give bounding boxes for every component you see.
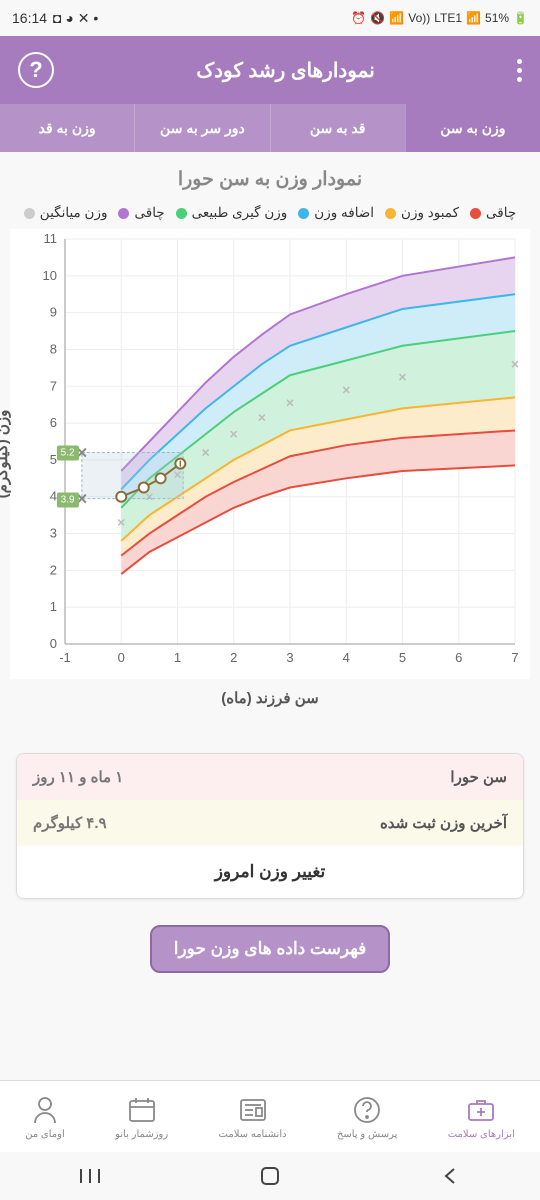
recents-button[interactable]	[60, 1165, 120, 1187]
y-axis-label: وزن (کیلوگرم)	[0, 410, 11, 499]
help-icon[interactable]: ?	[18, 52, 54, 88]
chart-title: نمودار وزن به سن حورا	[10, 168, 530, 191]
battery-icon: 🔋	[513, 11, 528, 25]
nav-label: دانشنامه سلامت	[219, 1129, 287, 1140]
x-axis-label: سن فرزند (ماه)	[10, 689, 530, 707]
svg-text:2: 2	[50, 562, 57, 577]
change-weight-action[interactable]: تغییر وزن امروز	[17, 846, 523, 898]
status-time: 16:14	[12, 10, 47, 26]
chart-container: وزن (کیلوگرم) -10123456701234567891011 5…	[10, 229, 530, 679]
svg-text:3: 3	[286, 650, 293, 665]
marker-label: 3.9	[57, 493, 79, 508]
svg-text:1: 1	[50, 599, 57, 614]
svg-text:0: 0	[118, 650, 125, 665]
weight-row: آخرین وزن ثبت شده ۴.۹ کیلوگرم	[17, 800, 523, 846]
legend-item-1: کمبود وزن	[385, 205, 459, 221]
legend-item-3: وزن گیری طبیعی	[176, 205, 288, 221]
svg-text:7: 7	[50, 378, 57, 393]
svg-text:8: 8	[50, 341, 57, 356]
tab-0[interactable]: وزن به سن	[405, 104, 540, 152]
tabs: وزن به سنقد به سندور سر به سنوزن به قد	[0, 104, 540, 152]
svg-text:10: 10	[43, 268, 57, 283]
profile-icon	[29, 1094, 61, 1126]
marker-label: 5.2	[57, 445, 79, 460]
bottom-nav: ابزارهای سلامت پرسش و پاسخ دانشنامه سلامت ر…	[0, 1080, 540, 1152]
svg-text:7: 7	[511, 650, 518, 665]
news-icon	[237, 1094, 269, 1126]
app-bar: نمودارهای رشد کودک ?	[0, 36, 540, 104]
status-bar: 16:14 ◘ ◕ ✕ • ⏰ 🔇 📶 Vo)) LTE1 📶 51% 🔋	[0, 0, 540, 36]
svg-text:6: 6	[50, 415, 57, 430]
data-list-button[interactable]: فهرست داده های وزن حورا	[150, 925, 391, 973]
nav-profile[interactable]: اومای من	[25, 1094, 65, 1140]
svg-text:-1: -1	[59, 650, 71, 665]
question-icon	[351, 1094, 383, 1126]
legend-item-4: چاقی	[118, 205, 164, 221]
svg-text:3: 3	[50, 526, 57, 541]
svg-text:11: 11	[44, 231, 58, 246]
nav-label: اومای من	[25, 1129, 65, 1140]
weight-label: آخرین وزن ثبت شده	[380, 814, 507, 832]
mute-icon: 🔇	[370, 11, 385, 25]
back-button[interactable]	[420, 1165, 480, 1187]
calendar-icon	[126, 1094, 158, 1126]
signal-icon: 📶	[466, 11, 481, 25]
nav-label: روزشمار بانو	[115, 1129, 168, 1140]
nav-calendar[interactable]: روزشمار بانو	[115, 1094, 168, 1140]
system-nav	[0, 1152, 540, 1200]
legend-item-2: اضافه وزن	[298, 205, 374, 221]
tab-3[interactable]: وزن به قد	[0, 104, 134, 152]
svg-text:2: 2	[230, 650, 237, 665]
app-title: نمودارهای رشد کودک	[54, 58, 517, 83]
age-label: سن حورا	[450, 768, 507, 786]
age-value: ۱ ماه و ۱۱ روز	[33, 768, 123, 786]
tab-1[interactable]: قد به سن	[270, 104, 405, 152]
tab-2[interactable]: دور سر به سن	[134, 104, 269, 152]
alarm-icon: ⏰	[351, 11, 366, 25]
nav-label: پرسش و پاسخ	[337, 1129, 397, 1140]
lte: LTE1	[434, 11, 462, 25]
nav-news[interactable]: دانشنامه سلامت	[219, 1094, 287, 1140]
info-card: سن حورا ۱ ماه و ۱۱ روز آخرین وزن ثبت شده…	[16, 753, 524, 899]
legend-item-5: وزن میانگین	[24, 205, 108, 221]
volte: Vo))	[408, 11, 430, 25]
nav-label: ابزارهای سلامت	[448, 1129, 515, 1140]
nav-question[interactable]: پرسش و پاسخ	[337, 1094, 397, 1140]
growth-chart: -10123456701234567891011	[10, 229, 530, 679]
nav-health-kit[interactable]: ابزارهای سلامت	[448, 1094, 515, 1140]
legend-item-0: چاقی	[470, 205, 516, 221]
weight-value: ۴.۹ کیلوگرم	[33, 814, 107, 832]
chart-legend: چاقی کمبود وزن اضافه وزن وزن گیری طبیعی چاقی…	[10, 205, 530, 221]
svg-text:4: 4	[343, 650, 350, 665]
svg-text:0: 0	[50, 636, 57, 651]
age-row: سن حورا ۱ ماه و ۱۱ روز	[17, 754, 523, 800]
health-kit-icon	[465, 1094, 497, 1126]
svg-text:6: 6	[455, 650, 462, 665]
svg-text:5: 5	[399, 650, 406, 665]
svg-text:9: 9	[50, 305, 57, 320]
menu-icon[interactable]	[517, 59, 522, 82]
svg-text:1: 1	[174, 650, 181, 665]
battery-pct: 51%	[485, 11, 509, 25]
home-button[interactable]	[240, 1164, 300, 1188]
status-icons: ◘ ◕ ✕ •	[53, 10, 98, 27]
wifi-icon: 📶	[389, 11, 404, 25]
